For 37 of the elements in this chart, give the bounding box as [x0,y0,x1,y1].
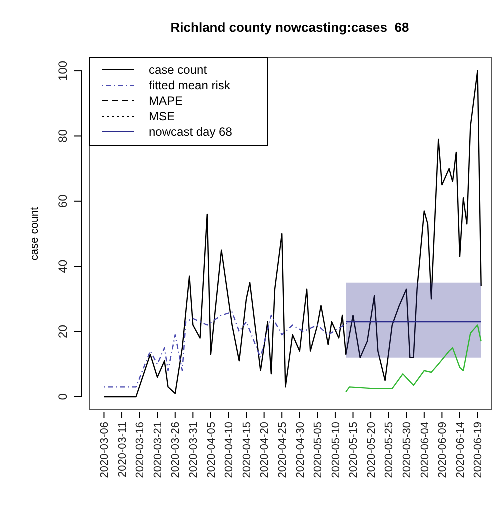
legend-label: case count [149,63,208,78]
x-tick-label: 2020-03-26 [170,422,182,478]
x-tick-label: 2020-03-11 [116,422,129,478]
x-tick-label: 2020-05-25 [384,422,396,478]
y-tick-label: 80 [56,129,70,143]
y-tick-label: 20 [56,324,70,338]
x-tick-label: 2020-06-09 [437,422,450,478]
line-series [346,324,482,393]
x-tick-label: 2020-04-30 [294,422,307,478]
legend-label: nowcast day 68 [149,125,233,140]
x-tick-label: 2020-03-21 [152,422,164,478]
x-tick-label: 2020-05-20 [366,422,378,478]
y-tick-label: 100 [56,60,70,82]
y-axis-title: case count [29,207,41,261]
x-tick-label: 2020-04-05 [206,422,218,478]
x-tick-label: 2020-04-25 [276,422,289,478]
legend-label: MSE [149,110,176,124]
x-tick-label: 2020-06-14 [454,422,467,478]
chart-title: Richland county nowcasting:cases 68 [170,20,410,35]
x-tick-label: 2020-05-10 [330,422,342,478]
x-tick-label: 2020-05-30 [401,422,414,478]
y-tick-label: 60 [56,194,70,208]
x-tick-label: 2020-03-16 [134,422,147,478]
x-tick-label: 2020-06-19 [472,422,485,478]
legend-label: fitted mean risk [149,78,232,93]
x-tick-label: 2020-04-20 [259,422,272,478]
line-series [104,312,350,388]
x-tick-label: 2020-06-04 [419,422,432,478]
x-tick-label: 2020-03-31 [188,422,200,478]
x-tick-label: 2020-05-15 [348,422,360,478]
x-tick-label: 2020-03-06 [99,422,112,478]
x-tick-label: 2020-05-05 [312,422,325,478]
x-tick-label: 2020-04-10 [224,422,236,478]
y-tick-label: 0 [56,393,70,400]
legend-label: MAPE [149,94,184,108]
y-tick-label: 40 [56,260,70,274]
x-tick-label: 2020-04-15 [241,422,254,478]
